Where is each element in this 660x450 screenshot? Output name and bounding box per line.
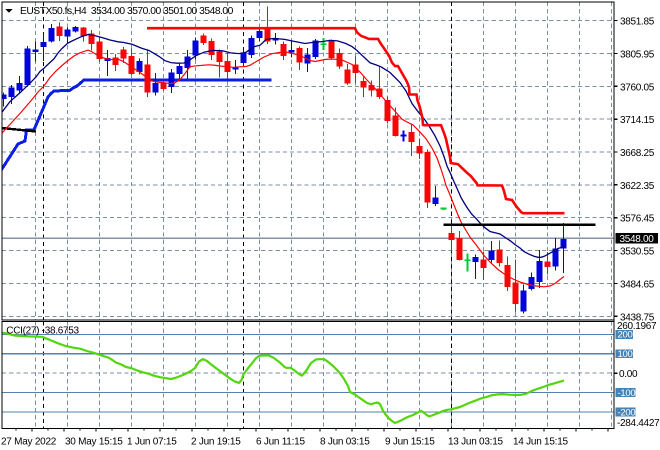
- svg-text:1 Jun 07:15: 1 Jun 07:15: [127, 436, 177, 447]
- svg-text:CCI(27) -38.6753: CCI(27) -38.6753: [6, 325, 79, 336]
- svg-text:3760.05: 3760.05: [620, 82, 655, 93]
- svg-text:9 Jun 15:15: 9 Jun 15:15: [385, 436, 435, 447]
- svg-text:3438.75: 3438.75: [620, 312, 655, 323]
- svg-text:EUSTX50.fs,H4 3534.00 3570.00: EUSTX50.fs,H4 3534.00 3570.00 3501.00 35…: [20, 6, 234, 17]
- svg-text:30 May 15:15: 30 May 15:15: [65, 436, 123, 447]
- svg-text:200: 200: [618, 330, 633, 341]
- svg-text:3805.95: 3805.95: [620, 50, 655, 61]
- svg-text:8 Jun 03:15: 8 Jun 03:15: [320, 436, 370, 447]
- svg-text:27 May 2022: 27 May 2022: [1, 436, 57, 447]
- svg-text:3484.65: 3484.65: [620, 279, 655, 290]
- svg-text:-284.4427: -284.4427: [617, 418, 660, 429]
- svg-text:3548.00: 3548.00: [620, 234, 655, 245]
- svg-text:6 Jun 11:15: 6 Jun 11:15: [256, 436, 305, 447]
- svg-text:3622.35: 3622.35: [620, 181, 655, 192]
- svg-text:3714.15: 3714.15: [620, 115, 655, 126]
- svg-text:14 Jun 15:15: 14 Jun 15:15: [513, 436, 569, 447]
- svg-text:100: 100: [618, 349, 633, 360]
- svg-text:13 Jun 03:15: 13 Jun 03:15: [448, 436, 504, 447]
- svg-text:-200: -200: [618, 407, 636, 418]
- svg-text:260.1967: 260.1967: [617, 321, 657, 332]
- svg-text:3668.25: 3668.25: [620, 148, 655, 159]
- svg-text:3576.45: 3576.45: [620, 214, 655, 225]
- svg-text:3530.55: 3530.55: [620, 247, 655, 258]
- svg-text:-100: -100: [618, 388, 636, 399]
- svg-text:0.00: 0.00: [619, 369, 638, 380]
- svg-text:2 Jun 19:15: 2 Jun 19:15: [191, 436, 241, 447]
- svg-text:3851.85: 3851.85: [620, 17, 655, 28]
